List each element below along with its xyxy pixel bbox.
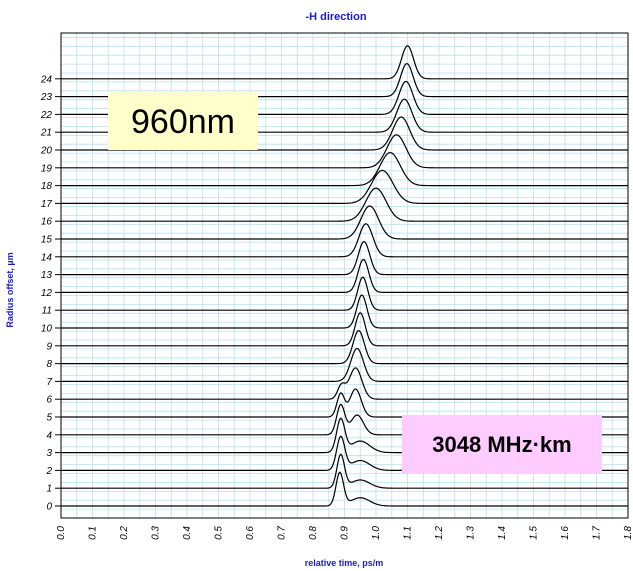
y-axis-label: Radius offset, µm (5, 252, 15, 327)
trace-offset-18 (61, 151, 628, 187)
y-tick-label: 24 (40, 74, 53, 85)
y-tick-label: 13 (41, 270, 53, 281)
x-tick-label: 1.2 (434, 526, 445, 540)
y-tick-label: 11 (42, 306, 52, 317)
trace-offset-19 (61, 134, 628, 169)
y-tick-label: 2 (45, 466, 52, 477)
x-axis-label: relative time, ps/m (305, 558, 384, 568)
chart-title: -H direction (305, 11, 366, 23)
x-tick-label: 0.5 (214, 526, 225, 540)
x-tick-label: 0.9 (340, 526, 351, 540)
trace-offset-0 (61, 471, 628, 507)
y-tick-label: 14 (41, 252, 53, 263)
x-tick-label: 1.8 (623, 526, 633, 540)
y-tick-label: 18 (41, 181, 53, 192)
y-tick-label: 3 (46, 448, 52, 459)
y-tick-label: 1 (46, 484, 52, 495)
annotation-wavelength-text: 960nm (131, 103, 235, 141)
x-tick-label: 0.6 (245, 526, 256, 540)
y-tick-label: 0 (46, 502, 52, 513)
y-tick-label: 9 (46, 341, 52, 352)
x-tick-label: 1.7 (592, 526, 603, 540)
trace-offset-17 (61, 169, 628, 204)
y-tick-label: 6 (46, 395, 52, 406)
y-tick-label: 12 (41, 288, 53, 299)
x-tick-label: 0.0 (56, 526, 67, 540)
trace-offset-10 (61, 294, 628, 329)
trace-offset-9 (61, 312, 628, 347)
trace-offset-15 (61, 205, 628, 240)
y-tick-label: 5 (46, 413, 52, 424)
x-tick-label: 0.1 (88, 526, 99, 540)
y-tick-label: 15 (41, 235, 53, 246)
y-tick-label: 20 (40, 146, 53, 157)
x-tick-label: 1.6 (560, 526, 571, 540)
trace-offset-13 (61, 240, 628, 276)
y-tick-label: 21 (40, 128, 52, 139)
y-tick-label: 8 (46, 359, 52, 370)
x-tick-label: 0.2 (119, 526, 130, 540)
trace-offset-24 (61, 45, 628, 80)
x-tick-label: 1.5 (529, 526, 540, 540)
annotation-wavelength-box (108, 92, 258, 150)
y-tick-label: 10 (41, 324, 53, 335)
annotation-wavelength: 960nm (108, 92, 258, 150)
y-tick-label: 22 (40, 110, 53, 121)
annotation-bandwidth: 3048 MHz·km (402, 415, 602, 473)
x-tick-label: 1.0 (371, 526, 382, 540)
y-tick-label: 4 (46, 430, 52, 441)
trace-offset-1 (61, 453, 628, 489)
y-tick-label: 16 (41, 217, 53, 228)
x-tick-label: 1.3 (466, 526, 477, 540)
trace-offset-7 (61, 347, 628, 382)
x-tick-label: 0.3 (151, 526, 162, 540)
trace-offset-11 (61, 276, 628, 311)
x-tick-label: 0.8 (308, 526, 319, 540)
plot-frame (60, 32, 629, 519)
x-tick-label: 0.7 (277, 526, 288, 540)
trace-offset-14 (61, 223, 628, 258)
x-tick-label: 1.4 (497, 526, 508, 540)
x-axis: 0.0 0.1 0.2 0.3 0.4 0.5 0.6 0.7 0.8 0.9 1.0 1.1 1.2 1… (56, 526, 633, 540)
y-tick-label: 17 (41, 199, 53, 210)
trace-offset-12 (61, 258, 628, 293)
y-tick-label: 19 (41, 163, 53, 174)
trace-offset-6 (61, 367, 628, 400)
x-tick-label: 1.1 (403, 526, 414, 540)
trace-offset-16 (61, 187, 628, 222)
y-tick-label: 23 (40, 92, 53, 103)
trace-offset-8 (61, 330, 628, 365)
y-tick-label: 7 (46, 377, 52, 388)
annotation-bandwidth-text: 3048 MHz·km (432, 432, 571, 457)
x-tick-label: 0.4 (182, 526, 193, 540)
annotation-bandwidth-box (402, 415, 602, 473)
